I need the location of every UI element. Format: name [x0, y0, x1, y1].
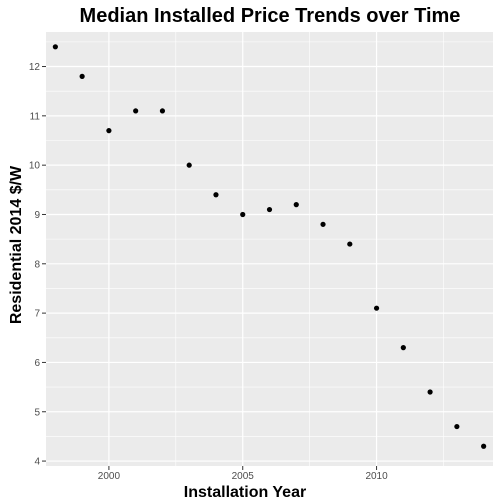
data-point: [427, 389, 433, 395]
x-tick-label: 2005: [232, 471, 255, 482]
major-gridlines: [46, 32, 493, 466]
plot-panel: [46, 32, 493, 466]
data-point: [266, 206, 273, 213]
y-tick-label: 4: [34, 457, 40, 468]
data-point: [320, 221, 326, 227]
data-point: [240, 211, 246, 218]
data-point: [454, 423, 460, 430]
data-point: [159, 108, 166, 114]
data-points: [52, 44, 487, 449]
data-point: [373, 305, 380, 311]
data-point: [133, 108, 139, 114]
y-tick-label: 5: [34, 407, 40, 418]
data-point: [106, 128, 112, 134]
data-point: [52, 44, 58, 50]
axis-ticks: [42, 66, 378, 470]
data-point: [79, 73, 85, 79]
y-tick-label: 8: [34, 259, 40, 270]
data-point: [293, 202, 299, 208]
y-tick-label: 7: [34, 309, 40, 320]
y-axis-title: Residential 2014 $/W: [8, 165, 25, 324]
chart-title: Median Installed Price Trends over Time: [80, 5, 461, 27]
y-tick-label: 11: [30, 111, 41, 122]
x-tick-label: 2000: [98, 471, 121, 482]
data-point: [186, 162, 192, 168]
data-point: [400, 345, 406, 351]
x-tick-label: 2010: [365, 471, 388, 482]
y-tick-label: 6: [34, 358, 40, 369]
minor-gridlines: [46, 32, 493, 466]
data-point: [213, 192, 219, 198]
x-axis-title: Installation Year: [184, 484, 306, 501]
data-point: [481, 443, 487, 449]
y-tick-label: 9: [34, 210, 40, 221]
tick-labels: 2000 2005 2010 4 5 6 7 8 9 10 11 12: [29, 62, 388, 482]
data-point: [347, 241, 353, 247]
y-tick-label: 12: [29, 62, 41, 73]
y-tick-label: 10: [29, 161, 41, 172]
